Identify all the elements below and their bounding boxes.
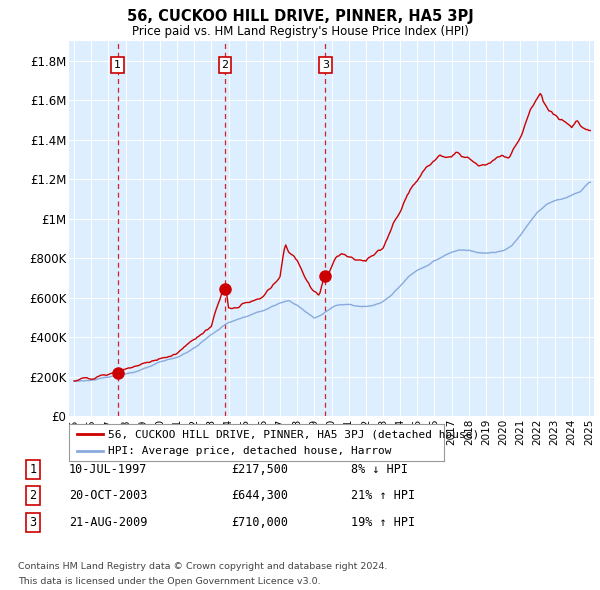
Text: 2: 2: [29, 489, 37, 502]
Text: 10-JUL-1997: 10-JUL-1997: [69, 463, 148, 476]
Text: 56, CUCKOO HILL DRIVE, PINNER, HA5 3PJ: 56, CUCKOO HILL DRIVE, PINNER, HA5 3PJ: [127, 9, 473, 24]
Text: Contains HM Land Registry data © Crown copyright and database right 2024.: Contains HM Land Registry data © Crown c…: [18, 562, 388, 571]
Text: 56, CUCKOO HILL DRIVE, PINNER, HA5 3PJ (detached house): 56, CUCKOO HILL DRIVE, PINNER, HA5 3PJ (…: [109, 429, 479, 439]
Text: £217,500: £217,500: [231, 463, 288, 476]
Text: £710,000: £710,000: [231, 516, 288, 529]
Text: 21-AUG-2009: 21-AUG-2009: [69, 516, 148, 529]
Text: Price paid vs. HM Land Registry's House Price Index (HPI): Price paid vs. HM Land Registry's House …: [131, 25, 469, 38]
Text: 21% ↑ HPI: 21% ↑ HPI: [351, 489, 415, 502]
Text: 3: 3: [29, 516, 37, 529]
Text: 19% ↑ HPI: 19% ↑ HPI: [351, 516, 415, 529]
Text: 2: 2: [221, 60, 229, 70]
Text: 3: 3: [322, 60, 329, 70]
Text: £644,300: £644,300: [231, 489, 288, 502]
Text: 1: 1: [29, 463, 37, 476]
Text: HPI: Average price, detached house, Harrow: HPI: Average price, detached house, Harr…: [109, 446, 392, 456]
Text: 20-OCT-2003: 20-OCT-2003: [69, 489, 148, 502]
Text: 1: 1: [114, 60, 121, 70]
Text: 8% ↓ HPI: 8% ↓ HPI: [351, 463, 408, 476]
Text: This data is licensed under the Open Government Licence v3.0.: This data is licensed under the Open Gov…: [18, 577, 320, 586]
